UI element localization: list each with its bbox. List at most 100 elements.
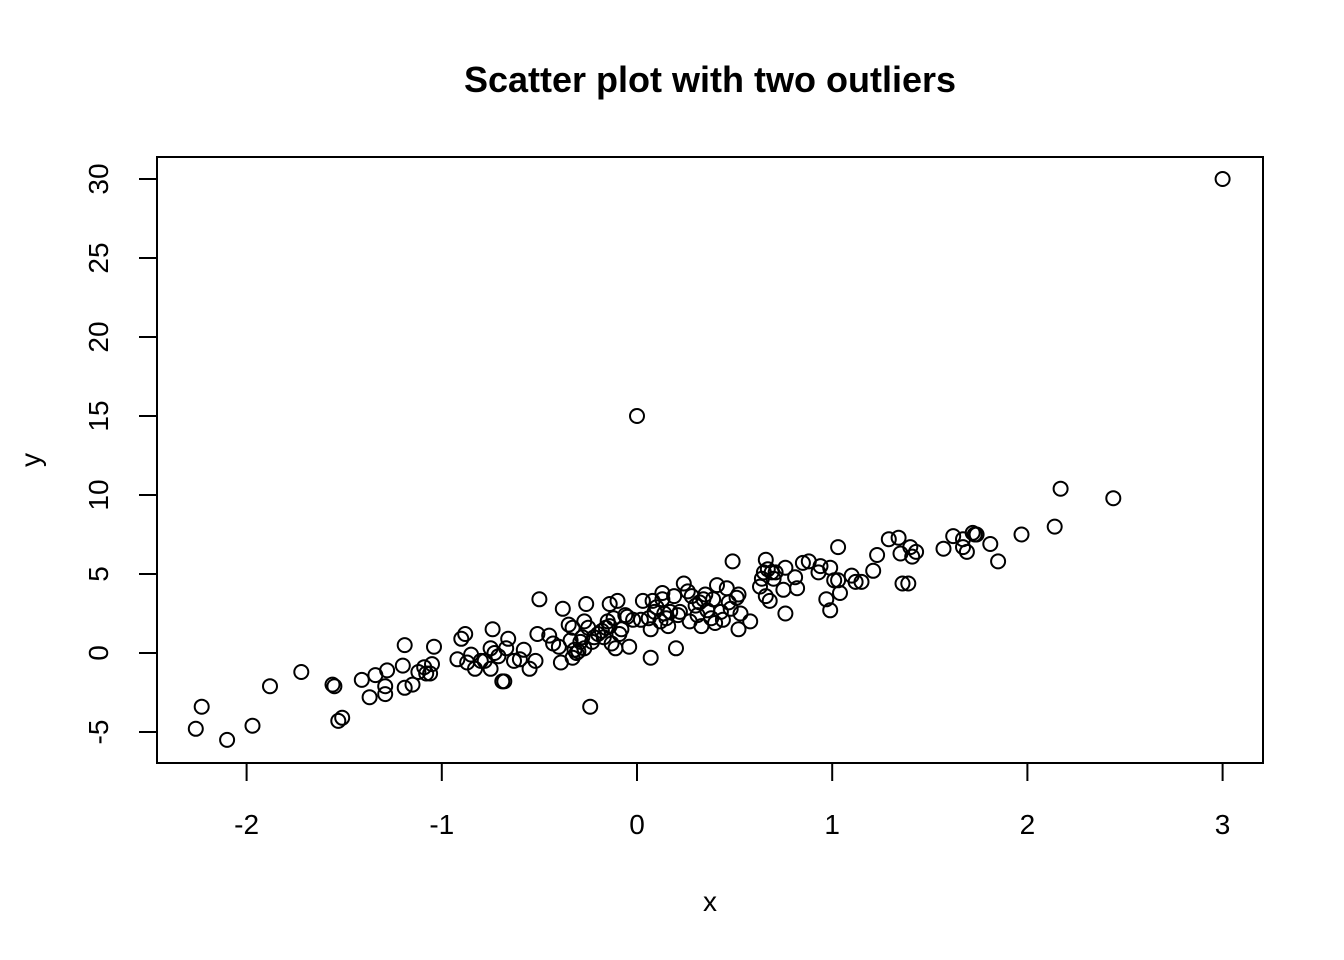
data-point <box>847 573 864 590</box>
data-point <box>869 547 886 563</box>
x-tick-label: 0 <box>629 809 645 840</box>
x-axis-label: x <box>703 886 717 917</box>
y-tick-label: 20 <box>83 321 114 352</box>
data-points <box>187 171 1231 748</box>
x-tick-label: 1 <box>824 809 840 840</box>
data-point <box>498 640 515 657</box>
data-point <box>958 543 975 560</box>
y-axis-label: y <box>15 453 46 467</box>
data-point <box>763 564 780 581</box>
data-point <box>324 676 341 693</box>
data-point <box>724 553 741 570</box>
data-point <box>219 731 236 748</box>
data-point <box>990 553 1007 570</box>
data-point <box>244 717 261 734</box>
data-point <box>625 611 642 628</box>
y-tick-label: 10 <box>83 479 114 510</box>
data-point <box>330 712 347 729</box>
data-point <box>1105 490 1122 507</box>
data-point <box>404 676 421 693</box>
data-point <box>830 572 847 589</box>
data-point <box>500 630 517 647</box>
data-point <box>668 640 684 657</box>
data-point <box>613 621 630 638</box>
data-point <box>496 673 513 690</box>
data-point <box>679 583 696 600</box>
data-point <box>527 652 544 669</box>
data-point <box>697 586 714 603</box>
data-point <box>890 529 907 546</box>
data-point <box>293 664 310 680</box>
data-point <box>789 580 806 597</box>
data-point <box>617 607 634 624</box>
data-point <box>377 686 394 703</box>
chart-title: Scatter plot with two outliers <box>464 59 956 100</box>
data-point <box>1046 518 1063 535</box>
data-point <box>554 600 571 617</box>
data-point <box>982 536 999 552</box>
data-point <box>730 621 747 638</box>
data-point <box>361 689 378 706</box>
data-point <box>826 572 843 589</box>
data-point <box>671 603 688 620</box>
data-point <box>379 662 396 679</box>
x-tick-label: -1 <box>429 809 454 840</box>
data-point <box>787 569 804 586</box>
y-tick-label: 25 <box>83 242 114 273</box>
data-point <box>832 585 848 601</box>
data-point <box>377 678 394 695</box>
data-point <box>529 626 546 642</box>
data-point <box>935 540 952 557</box>
data-point <box>775 581 792 598</box>
data-point <box>334 709 351 726</box>
x-axis: -2 -1 0 1 2 3 <box>234 762 1230 840</box>
data-point <box>830 539 847 556</box>
data-point <box>424 656 440 673</box>
data-point <box>900 575 917 592</box>
data-point <box>601 618 618 635</box>
data-point <box>714 611 731 628</box>
data-point <box>757 551 774 568</box>
data-point <box>732 605 749 622</box>
data-point <box>457 626 474 642</box>
y-axis: -5 0 5 10 15 20 25 30 <box>83 163 158 745</box>
data-point <box>568 645 585 661</box>
data-point <box>822 602 839 619</box>
data-point <box>675 575 692 592</box>
data-point <box>396 679 413 696</box>
data-point <box>603 635 620 652</box>
data-point <box>1214 171 1231 187</box>
data-point <box>777 605 794 622</box>
data-point <box>511 651 528 668</box>
y-tick-label: 15 <box>83 400 114 431</box>
data-point <box>609 592 626 609</box>
y-tick-label: 30 <box>83 163 114 194</box>
data-point <box>880 531 897 548</box>
plot-frame <box>156 156 1264 764</box>
data-point <box>712 603 729 620</box>
data-point <box>730 586 747 603</box>
data-point <box>642 649 659 666</box>
data-point <box>705 591 722 608</box>
data-point <box>1013 526 1030 543</box>
data-point <box>794 554 811 571</box>
data-point <box>955 539 971 556</box>
data-point <box>742 613 759 630</box>
data-point <box>449 651 466 668</box>
data-point <box>582 698 599 715</box>
data-point <box>629 408 645 424</box>
data-point <box>968 526 985 543</box>
data-point <box>767 564 784 581</box>
data-point <box>662 603 679 620</box>
y-tick-label: -5 <box>83 720 114 745</box>
data-point <box>394 657 411 674</box>
data-point <box>642 621 659 638</box>
data-point <box>426 638 442 655</box>
y-tick-label: 5 <box>83 566 114 582</box>
data-point <box>761 592 778 609</box>
data-point <box>187 720 204 737</box>
data-point <box>757 588 774 605</box>
data-point <box>453 630 470 647</box>
x-tick-label: 2 <box>1020 809 1036 840</box>
